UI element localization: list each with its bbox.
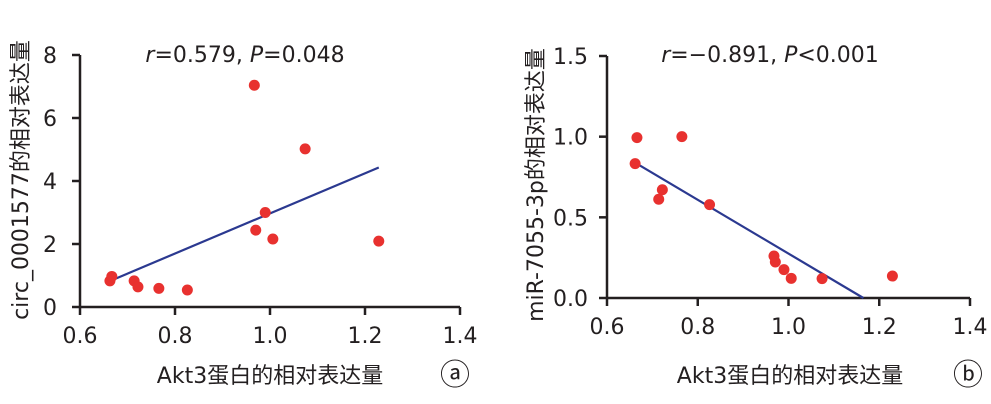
y-tick-label: 1.5 [553, 45, 588, 70]
regression-line [111, 166, 380, 282]
data-point [631, 132, 643, 144]
y-tick-label: 0.0 [553, 287, 588, 312]
data-point [132, 281, 144, 293]
y-axis-label: circ_0001577的相对表达量 [9, 40, 34, 320]
data-point [106, 270, 118, 282]
y-tick-label: 0.5 [553, 206, 588, 231]
p-label: P [250, 43, 264, 68]
x-tick-label: 1.0 [771, 315, 806, 340]
y-tick-label: 4 [43, 170, 57, 195]
r-value: =−0.891, [670, 43, 784, 68]
y-tick-label: 2 [43, 233, 57, 258]
data-point [250, 224, 262, 236]
chart-panel-1: 0.6 0.8 1.0 1.2 1.4 0 2 4 6 8 r=0.579, P=0.048 Akt3… [9, 40, 478, 393]
x-tick-label: 1.2 [862, 315, 897, 340]
r-label: r [661, 43, 672, 68]
panel-label: ⓐ [440, 358, 470, 393]
regression-line [634, 161, 864, 299]
data-point [153, 282, 165, 294]
correlation-annotation: r=−0.891, P<0.001 [661, 43, 879, 68]
x-tick-label: 0.6 [63, 324, 98, 349]
data-point [373, 235, 385, 247]
chart-panel-2: 0.6 0.8 1.0 1.2 1.4 0.0 0.5 1.0 1.5 r=−0.891, P<0… [524, 43, 988, 393]
data-point [248, 79, 260, 91]
x-tick-label: 1.2 [348, 324, 383, 349]
data-point [676, 131, 688, 143]
r-label: r [145, 43, 156, 68]
y-tick-label: 0 [43, 296, 57, 321]
r-value: =0.579, [154, 43, 249, 68]
x-tick-label: 0.8 [158, 324, 193, 349]
x-tick-label: 0.8 [680, 315, 715, 340]
data-point [816, 273, 828, 285]
x-axis-label: Akt3蛋白的相对表达量 [157, 364, 383, 389]
y-tick-label: 1.0 [553, 126, 588, 151]
y-tick-label: 6 [43, 107, 57, 132]
x-tick-label: 0.6 [590, 315, 625, 340]
x-tick-label: 1.4 [443, 324, 478, 349]
p-label: P [784, 43, 798, 68]
y-axis-label: miR-7055-3p的相对表达量 [524, 48, 549, 322]
p-value: =0.048 [263, 43, 344, 68]
x-tick-label: 1.0 [253, 324, 288, 349]
y-tick-label: 8 [43, 44, 57, 69]
data-point [656, 184, 668, 196]
data-point [629, 158, 641, 170]
data-point [704, 199, 716, 211]
data-point [299, 143, 311, 155]
x-axis-label: Akt3蛋白的相对表达量 [677, 364, 903, 389]
p-value: <0.001 [797, 43, 878, 68]
correlation-annotation: r=0.579, P=0.048 [145, 43, 344, 68]
data-point [778, 264, 790, 276]
data-point [769, 256, 781, 268]
x-tick-label: 1.4 [953, 315, 988, 340]
data-point [785, 272, 797, 284]
panel-label: ⓑ [953, 358, 983, 393]
data-point [886, 270, 898, 282]
data-point [259, 207, 271, 218]
data-point [653, 193, 665, 205]
data-point [181, 284, 193, 296]
data-point [267, 233, 279, 245]
